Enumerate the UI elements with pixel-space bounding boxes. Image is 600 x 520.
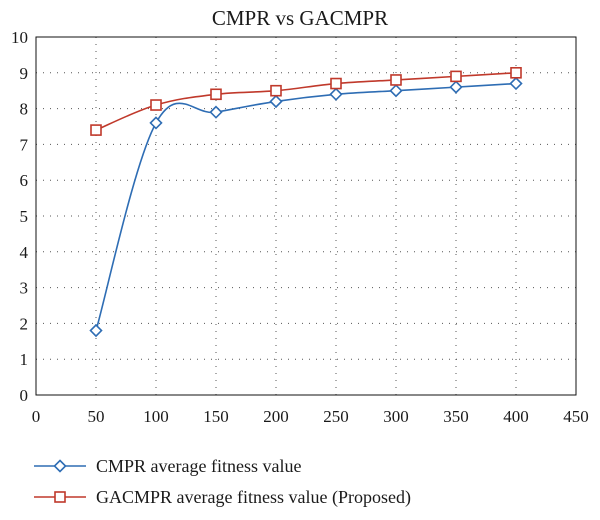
data-point <box>149 116 163 130</box>
y-tick-label: 9 <box>20 64 29 83</box>
x-tick-label: 150 <box>203 407 229 426</box>
x-tick-label: 100 <box>143 407 169 426</box>
legend-label: GACMPR average fitness value (Proposed) <box>96 487 411 508</box>
x-tick-label: 250 <box>323 407 349 426</box>
x-tick-label: 300 <box>383 407 409 426</box>
y-tick-label: 5 <box>20 207 29 226</box>
square-marker-icon <box>54 491 66 503</box>
data-point <box>209 105 223 119</box>
x-tick-label: 50 <box>88 407 105 426</box>
data-point <box>90 124 102 136</box>
series-2 <box>90 67 522 136</box>
diamond-marker-icon <box>53 459 67 473</box>
series-1 <box>89 76 523 338</box>
legend: CMPR average fitness value GACMPR average… <box>34 456 411 508</box>
x-tick-label: 0 <box>32 407 41 426</box>
x-tick-label: 350 <box>443 407 469 426</box>
legend-label: CMPR average fitness value <box>96 456 301 476</box>
chart-title: CMPR vs GACMPR <box>212 6 388 30</box>
x-tick-label: 450 <box>563 407 589 426</box>
data-point <box>510 67 522 79</box>
y-tick-label: 1 <box>20 350 29 369</box>
data-point <box>270 84 282 97</box>
y-tick-label: 3 <box>20 279 29 298</box>
y-tick-label: 7 <box>20 135 29 154</box>
data-point <box>210 88 222 101</box>
data-point <box>150 99 162 111</box>
data-point <box>509 76 523 91</box>
data-point <box>330 77 342 90</box>
grid <box>36 37 576 395</box>
x-tick-label: 400 <box>503 407 529 426</box>
y-axis-ticks: 0 1 2 3 4 5 6 7 8 9 10 <box>11 28 29 405</box>
x-tick-label: 200 <box>263 407 289 426</box>
y-tick-label: 0 <box>20 386 29 405</box>
series-group <box>89 67 523 338</box>
plot-frame <box>35 36 577 396</box>
y-tick-label: 10 <box>11 28 28 47</box>
data-point <box>390 74 402 86</box>
y-tick-label: 2 <box>20 314 29 333</box>
data-point <box>269 94 283 109</box>
y-tick-label: 8 <box>20 100 29 119</box>
x-axis-ticks: 0 50 100 150 200 250 300 350 400 450 <box>32 407 589 426</box>
data-point <box>389 84 403 98</box>
data-point <box>450 70 462 83</box>
data-point <box>449 80 463 94</box>
y-tick-label: 4 <box>20 243 29 262</box>
data-point <box>329 87 343 101</box>
data-point <box>89 323 103 338</box>
legend-item: CMPR average fitness value <box>34 456 301 476</box>
y-tick-label: 6 <box>20 171 29 190</box>
legend-item: GACMPR average fitness value (Proposed) <box>34 487 411 508</box>
